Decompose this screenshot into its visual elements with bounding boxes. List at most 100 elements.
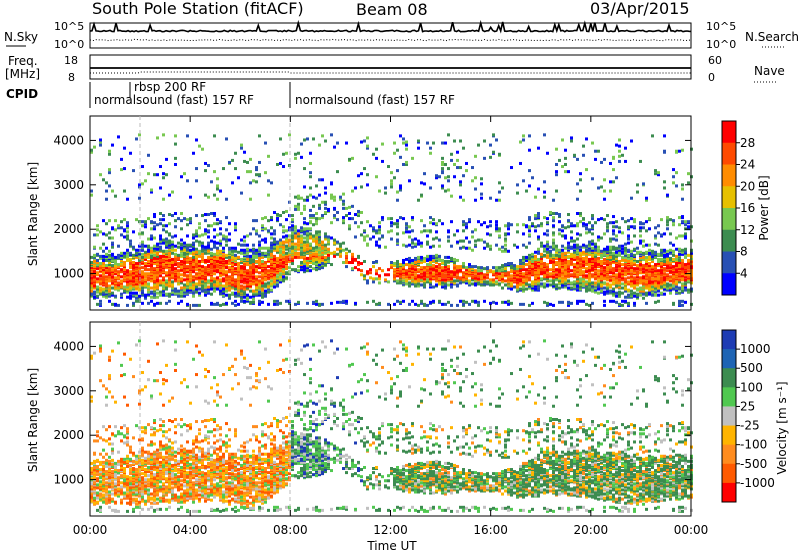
power-cell xyxy=(636,251,639,254)
power-cell xyxy=(621,256,624,259)
power-cell xyxy=(510,282,513,285)
power-cell xyxy=(213,235,216,238)
power-cell xyxy=(318,144,321,147)
power-cell xyxy=(174,225,177,228)
power-cell xyxy=(420,181,423,184)
power-cell xyxy=(183,217,186,220)
power-cell xyxy=(201,280,204,283)
freq-panel-frame xyxy=(90,55,691,79)
power-cell xyxy=(243,160,246,163)
power-cell xyxy=(537,288,540,291)
power-cell xyxy=(93,254,96,257)
power-cell xyxy=(99,287,102,290)
power-cell xyxy=(480,177,483,180)
power-cell xyxy=(93,296,96,299)
power-cell xyxy=(561,269,564,272)
power-cell xyxy=(273,238,276,241)
power-cell xyxy=(141,165,144,168)
power-cell xyxy=(129,252,132,255)
power-cell xyxy=(309,232,312,235)
power-cell xyxy=(522,303,525,306)
power-cell xyxy=(165,238,168,241)
power-cell xyxy=(531,176,534,179)
power-cell xyxy=(282,235,285,238)
power-cell xyxy=(627,225,630,228)
power-cell xyxy=(447,301,450,304)
power-cell xyxy=(111,287,114,290)
power-cell xyxy=(528,254,531,257)
power-cell xyxy=(501,273,504,276)
power-cell xyxy=(216,177,219,180)
power-cell xyxy=(186,234,189,237)
power-cell xyxy=(234,300,237,303)
power-cell xyxy=(243,240,246,243)
power-cell xyxy=(276,257,279,260)
power-cell xyxy=(462,246,465,249)
power-cell xyxy=(297,244,300,247)
power-cell xyxy=(456,259,459,262)
power-cell xyxy=(390,261,393,264)
power-cell xyxy=(528,149,531,152)
power-cell xyxy=(474,155,477,158)
power-cell xyxy=(465,222,468,225)
power-cell xyxy=(636,293,639,296)
power-cell xyxy=(618,291,621,294)
power-cell xyxy=(501,250,504,253)
power-cell xyxy=(357,225,360,228)
power-cell xyxy=(591,302,594,305)
power-cell xyxy=(354,221,357,224)
power-cell xyxy=(159,274,162,277)
power-cell xyxy=(498,234,501,237)
power-cell xyxy=(315,230,318,233)
power-cell xyxy=(282,165,285,168)
power-cell xyxy=(234,304,237,307)
power-cell xyxy=(531,302,534,305)
power-cell xyxy=(93,260,96,263)
power-cell xyxy=(282,275,285,278)
power-cell xyxy=(195,138,198,141)
power-cell xyxy=(498,272,501,275)
power-cell xyxy=(447,175,450,178)
power-cell xyxy=(444,163,447,166)
power-cell xyxy=(183,242,186,245)
power-cell xyxy=(447,167,450,170)
power-cell xyxy=(270,216,273,219)
power-cell xyxy=(375,277,378,280)
power-cell xyxy=(111,268,114,271)
power-cell xyxy=(582,251,585,254)
power-cell xyxy=(219,261,222,264)
power-cell xyxy=(93,146,96,149)
power-cell xyxy=(618,150,621,153)
power-cell xyxy=(300,234,303,237)
power-cell xyxy=(306,269,309,272)
power-cell xyxy=(360,211,363,214)
power-cell xyxy=(543,286,546,289)
power-cell xyxy=(612,156,615,159)
power-cell xyxy=(432,218,435,221)
power-cell xyxy=(291,224,294,227)
power-cell xyxy=(564,256,567,259)
power-cell xyxy=(552,199,555,202)
power-cell xyxy=(177,279,180,282)
power-cell xyxy=(495,266,498,269)
power-cell xyxy=(504,267,507,270)
power-cell xyxy=(357,261,360,264)
power-cell xyxy=(438,239,441,242)
power-cell xyxy=(615,292,618,295)
power-cell xyxy=(570,302,573,305)
power-cell xyxy=(432,245,435,248)
power-cell xyxy=(486,266,489,269)
power-cell xyxy=(507,222,510,225)
power-cell xyxy=(372,235,375,238)
power-cell xyxy=(621,287,624,290)
power-cell xyxy=(342,300,345,303)
power-cell xyxy=(423,271,426,274)
power-cell xyxy=(528,169,531,172)
power-cell xyxy=(363,229,366,232)
power-cell xyxy=(543,282,546,285)
power-cell xyxy=(633,267,636,270)
power-cell xyxy=(153,173,156,176)
power-cell xyxy=(318,194,321,197)
power-cell xyxy=(135,262,138,265)
power-cell xyxy=(267,281,270,284)
